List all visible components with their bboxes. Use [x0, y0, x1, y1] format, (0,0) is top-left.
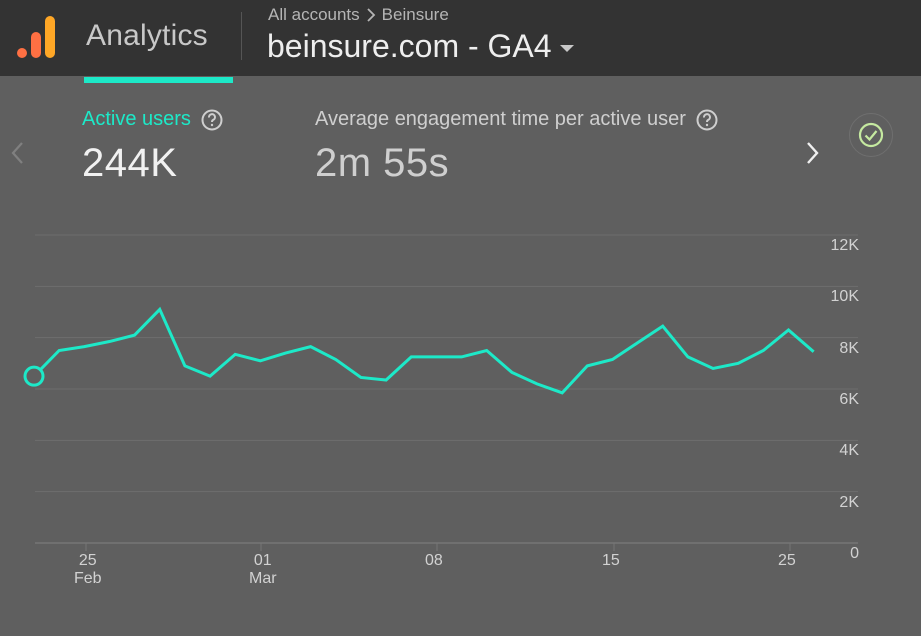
status-check-button[interactable]: [849, 113, 893, 157]
breadcrumb[interactable]: All accounts Beinsure: [268, 5, 449, 25]
question-circle-icon[interactable]: [201, 109, 223, 131]
y-axis-label: 2K: [839, 493, 859, 511]
x-axis-label: 25: [778, 552, 796, 569]
y-axis-label: 8K: [839, 339, 859, 357]
check-circle-icon: [858, 122, 884, 148]
property-name: beinsure.com - GA4: [267, 28, 552, 64]
line-chart-plot[interactable]: [0, 220, 921, 600]
dropdown-caret-icon: [559, 45, 574, 52]
x-axis-label: 15: [602, 552, 620, 569]
y-axis-label: 10K: [830, 288, 859, 306]
x-axis-label: 01 Mar: [249, 552, 277, 587]
header-divider: [241, 12, 242, 60]
top-bar: Analytics All accounts Beinsure beinsure…: [0, 0, 921, 76]
y-axis-label: 12K: [830, 237, 859, 254]
property-selector[interactable]: beinsure.com - GA4: [267, 28, 574, 65]
metric-engagement-time[interactable]: Average engagement time per active user …: [315, 108, 718, 186]
analytics-logo-icon[interactable]: [16, 15, 58, 59]
product-name: Analytics: [86, 19, 208, 52]
chevron-right-icon: [367, 8, 375, 22]
x-axis-label: 25 Feb: [74, 552, 102, 587]
breadcrumb-all-accounts[interactable]: All accounts: [268, 5, 360, 24]
chevron-left-icon[interactable]: [8, 140, 28, 166]
active-product-indicator: [84, 77, 233, 83]
y-axis-label: 0: [850, 545, 859, 562]
metric-label: Average engagement time per active user: [315, 108, 686, 130]
y-axis-label: 4K: [839, 442, 859, 460]
active-users-chart[interactable]: 12K 10K 8K 6K 4K 2K 0 25 Feb 01 Mar 08 15 25: [0, 220, 921, 600]
y-axis-label: 6K: [839, 391, 859, 408]
breadcrumb-account[interactable]: Beinsure: [381, 5, 449, 24]
question-circle-icon[interactable]: [696, 109, 718, 131]
series-line[interactable]: [32, 306, 815, 395]
x-axis-label: 08: [425, 552, 443, 569]
metric-label: Active users: [82, 108, 191, 130]
metric-value: 244K: [82, 141, 178, 185]
metric-active-users[interactable]: Active users 244K: [82, 108, 223, 186]
chevron-right-icon[interactable]: [802, 140, 822, 166]
data-point-marker[interactable]: [23, 365, 45, 387]
metric-value: 2m 55s: [315, 141, 450, 185]
